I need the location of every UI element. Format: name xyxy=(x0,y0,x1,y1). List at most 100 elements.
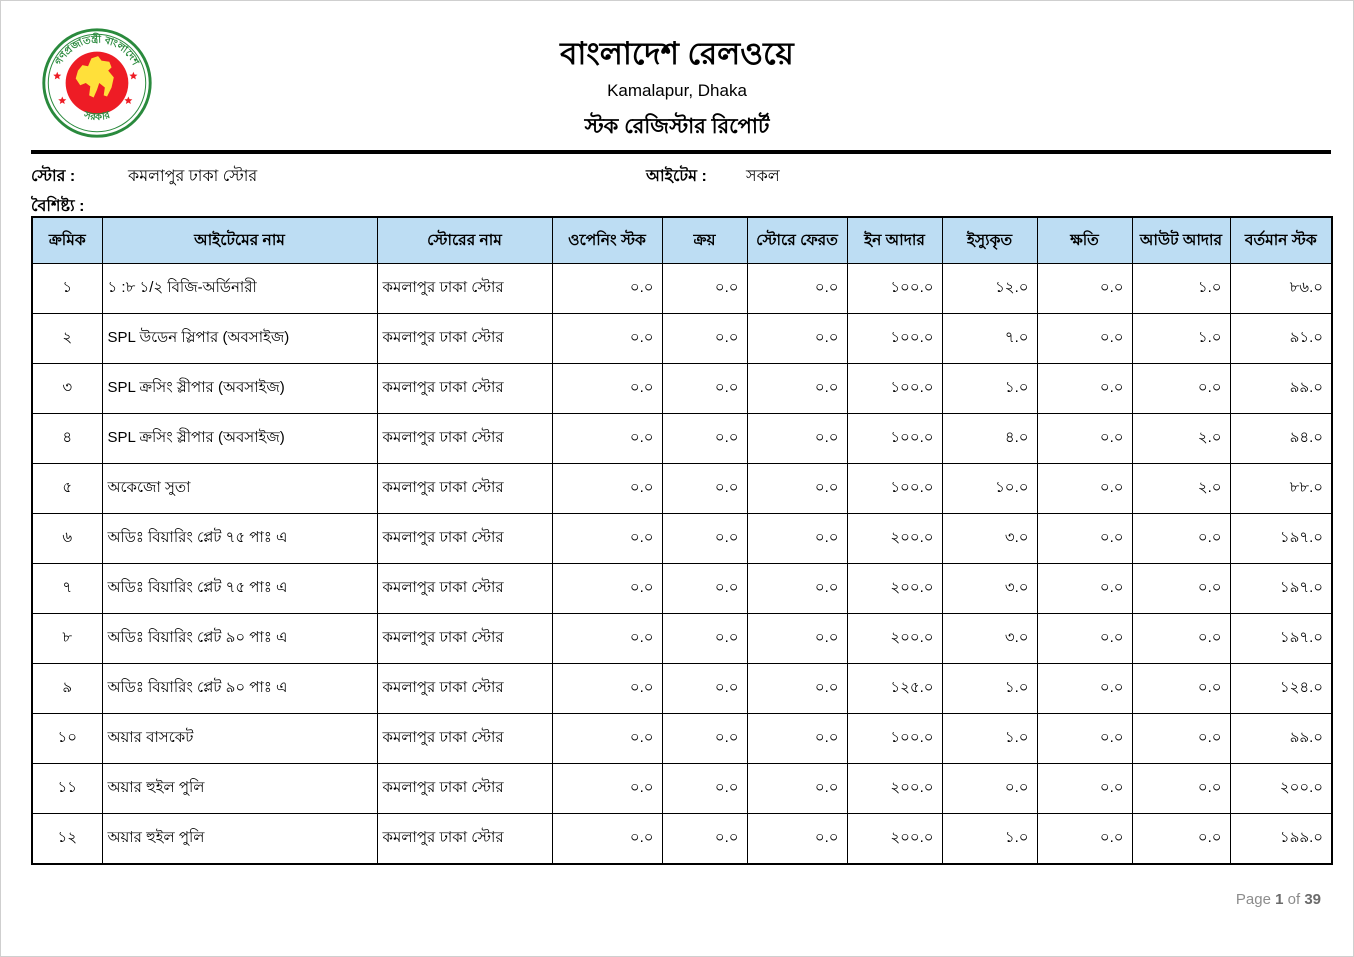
current-stock-cell: ৯৪.০ xyxy=(1229,413,1333,464)
out-other-cell: ০.০ xyxy=(1131,763,1231,814)
bangladesh-map-shape xyxy=(75,56,114,98)
bangladesh-government-seal-logo: গণপ্রজাতন্ত্রী বাংলাদেশ সরকার xyxy=(42,28,152,138)
opening-stock-cell: ০.০ xyxy=(551,713,663,764)
column-header-store-name: স্টোরের নাম xyxy=(376,216,553,264)
purchase-cell: ০.০ xyxy=(661,513,748,564)
column-header-in-other: ইন আদার xyxy=(846,216,943,264)
out-other-cell: ০.০ xyxy=(1131,563,1231,614)
opening-stock-cell: ০.০ xyxy=(551,663,663,714)
header-divider-rule xyxy=(31,150,1331,154)
out-other-cell: ২.০ xyxy=(1131,413,1231,464)
opening-stock-cell: ০.০ xyxy=(551,813,663,865)
loss-cell: ০.০ xyxy=(1036,613,1133,664)
in-other-cell: ২০০.০ xyxy=(846,613,943,664)
in-other-cell: ১০০.০ xyxy=(846,713,943,764)
store-label: স্টোর : xyxy=(31,168,76,185)
org-name: বাংলাদেশ রেলওয়ে xyxy=(560,36,794,71)
loss-cell: ০.০ xyxy=(1036,313,1133,364)
purchase-cell: ০.০ xyxy=(661,413,748,464)
store-name-cell: কমলাপুর ঢাকা স্টোর xyxy=(376,613,553,664)
store-name-cell: কমলাপুর ঢাকা স্টোর xyxy=(376,813,553,865)
current-stock-cell: ৯৯.০ xyxy=(1229,363,1333,414)
issued-cell: ০.০ xyxy=(941,763,1038,814)
current-stock-cell: ১৯৭.০ xyxy=(1229,563,1333,614)
opening-stock-cell: ০.০ xyxy=(551,513,663,564)
current-stock-cell: ১২৪.০ xyxy=(1229,663,1333,714)
issued-cell: ৩.০ xyxy=(941,563,1038,614)
seal-inner-ring xyxy=(47,33,147,133)
serial-cell: ১০ xyxy=(31,713,103,764)
loss-cell: ০.০ xyxy=(1036,363,1133,414)
table-row: ২ SPL উডেন স্লিপার (অবসাইজ) কমলাপুর ঢাকা স… xyxy=(31,313,1333,364)
in-other-cell: ১০০.০ xyxy=(846,463,943,514)
out-other-cell: ০.০ xyxy=(1131,613,1231,664)
feature-label: বৈশিষ্ট্য : xyxy=(31,198,85,215)
report-title: স্টক রেজিস্টার রিপোর্ট xyxy=(584,115,770,139)
issued-cell: ৪.০ xyxy=(941,413,1038,464)
in-other-cell: ২০০.০ xyxy=(846,813,943,865)
store-return-cell: ০.০ xyxy=(746,513,848,564)
loss-cell: ০.০ xyxy=(1036,413,1133,464)
purchase-cell: ০.০ xyxy=(661,563,748,614)
purchase-cell: ০.০ xyxy=(661,313,748,364)
item-name-cell: অডিঃ বিয়ারিং প্লেট ৯০ পাঃ এ xyxy=(101,613,378,664)
store-return-cell: ০.০ xyxy=(746,563,848,614)
table-row: ১১ অয়ার হুইল পুলি কমলাপুর ঢাকা স্টোর ০.০ ০.… xyxy=(31,763,1333,814)
table-header: ক্রমিক আইটেমের নাম স্টোরের নাম ওপেনিং স্টক ক… xyxy=(31,216,1333,264)
store-name-cell: কমলাপুর ঢাকা স্টোর xyxy=(376,563,553,614)
store-value: কমলাপুর ঢাকা স্টোর xyxy=(128,168,258,185)
store-return-cell: ০.০ xyxy=(746,813,848,865)
issued-cell: ১.০ xyxy=(941,813,1038,865)
item-name-cell: অয়ার হুইল পুলি xyxy=(101,813,378,865)
current-stock-cell: ১৯৭.০ xyxy=(1229,513,1333,564)
out-other-cell: ০.০ xyxy=(1131,513,1231,564)
in-other-cell: ১০০.০ xyxy=(846,313,943,364)
loss-cell: ০.০ xyxy=(1036,813,1133,865)
store-name-cell: কমলাপুর ঢাকা স্টোর xyxy=(376,763,553,814)
purchase-cell: ০.০ xyxy=(661,763,748,814)
stock-register-table: ক্রমিক আইটেমের নাম স্টোরের নাম ওপেনিং স্টক ক… xyxy=(31,216,1333,865)
loss-cell: ০.০ xyxy=(1036,763,1133,814)
of-word: of xyxy=(1287,891,1301,908)
item-name-cell: অয়ার বাসকেট xyxy=(101,713,378,764)
current-stock-cell: ৮৬.০ xyxy=(1229,263,1333,314)
store-return-cell: ০.০ xyxy=(746,663,848,714)
store-name-cell: কমলাপুর ঢাকা স্টোর xyxy=(376,363,553,414)
purchase-cell: ০.০ xyxy=(661,663,748,714)
serial-cell: ৩ xyxy=(31,363,103,414)
in-other-cell: ২০০.০ xyxy=(846,763,943,814)
opening-stock-cell: ০.০ xyxy=(551,313,663,364)
page-footer: Page 1 of 39 xyxy=(1236,891,1321,908)
table-row: ৭ অডিঃ বিয়ারিং প্লেট ৭৫ পাঃ এ কমলাপুর ঢাক… xyxy=(31,563,1333,614)
issued-cell: ৩.০ xyxy=(941,513,1038,564)
issued-cell: ৩.০ xyxy=(941,613,1038,664)
seal-ring-text-bottom: সরকার xyxy=(82,110,112,124)
column-header-current-stock: বর্তমান স্টক xyxy=(1229,216,1333,264)
opening-stock-cell: ০.০ xyxy=(551,413,663,464)
store-return-cell: ০.০ xyxy=(746,363,848,414)
item-name-cell: অডিঃ বিয়ারিং প্লেট ৭৫ পাঃ এ xyxy=(101,513,378,564)
column-header-serial: ক্রমিক xyxy=(31,216,103,264)
store-name-cell: কমলাপুর ঢাকা স্টোর xyxy=(376,313,553,364)
purchase-cell: ০.০ xyxy=(661,363,748,414)
out-other-cell: ০.০ xyxy=(1131,663,1231,714)
purchase-cell: ০.০ xyxy=(661,263,748,314)
current-stock-cell: ৯৯.০ xyxy=(1229,713,1333,764)
store-return-cell: ০.০ xyxy=(746,763,848,814)
serial-cell: ৯ xyxy=(31,663,103,714)
out-other-cell: ০.০ xyxy=(1131,813,1231,865)
opening-stock-cell: ০.০ xyxy=(551,563,663,614)
in-other-cell: ২০০.০ xyxy=(846,513,943,564)
out-other-cell: ১.০ xyxy=(1131,313,1231,364)
loss-cell: ০.০ xyxy=(1036,513,1133,564)
item-name-cell: ১ :৮ ১/২ বিজি-অর্ডিনারী xyxy=(101,263,378,314)
table-row: ৪ SPL ক্রসিং স্লীপার (অবসাইজ) কমলাপুর ঢাকা… xyxy=(31,413,1333,464)
opening-stock-cell: ০.০ xyxy=(551,613,663,664)
loss-cell: ০.০ xyxy=(1036,663,1133,714)
report-header: বাংলাদেশ রেলওয়ে Kamalapur, Dhaka স্টক র… xyxy=(1,36,1353,145)
in-other-cell: ১০০.০ xyxy=(846,263,943,314)
table-row: ৩ SPL ক্রসিং স্লীপার (অবসাইজ) কমলাপুর ঢাকা… xyxy=(31,363,1333,414)
store-name-cell: কমলাপুর ঢাকা স্টোর xyxy=(376,663,553,714)
purchase-cell: ০.০ xyxy=(661,713,748,764)
